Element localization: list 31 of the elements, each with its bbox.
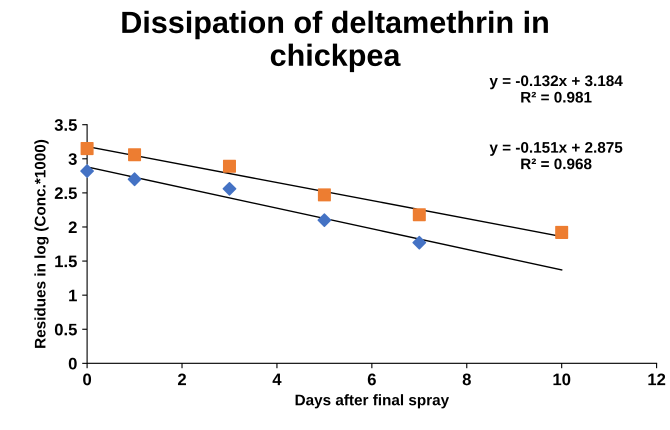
- point: [80, 164, 94, 178]
- y-tick-label: 2.5: [54, 187, 77, 200]
- point: [222, 182, 236, 196]
- x-tick-label: 8: [462, 374, 471, 386]
- annotation: y = -0.151x + 2.875 R² = 0.968: [490, 142, 622, 170]
- point: [317, 213, 332, 228]
- chart-title: Dissipation of deltamethrin in chickpea: [122, 10, 548, 72]
- x-tick-label: 2: [178, 374, 186, 386]
- x-tick-label: 4: [272, 374, 282, 386]
- point: [128, 172, 142, 186]
- point: [128, 148, 142, 162]
- point: [555, 226, 568, 239]
- y-tick-label: 3: [68, 153, 77, 166]
- point: [318, 188, 331, 202]
- y-tick-label: 0: [68, 358, 77, 370]
- y-tick-label: 1.5: [55, 256, 77, 268]
- x-axis-title: Days after final spray: [296, 394, 450, 408]
- text: y = -0.132x + 3.184 R² = 0.981: [490, 75, 623, 103]
- y-tick-label: 1: [69, 290, 77, 302]
- point: [412, 208, 426, 222]
- point: [80, 142, 94, 156]
- x-tick-label: 10: [553, 374, 570, 386]
- x-tick-label: 6: [368, 374, 376, 386]
- x-tick-label: 0: [83, 374, 92, 386]
- y-tick-label: 2: [68, 221, 77, 234]
- y-tick-label: 0.5: [54, 324, 77, 336]
- point: [222, 160, 236, 173]
- y-tick-label: 3.5: [54, 119, 77, 131]
- x-tick-label: 12: [648, 374, 666, 386]
- point: [412, 236, 426, 250]
- y-axis-title: Residues in log (Conc.*1000): [34, 140, 49, 348]
